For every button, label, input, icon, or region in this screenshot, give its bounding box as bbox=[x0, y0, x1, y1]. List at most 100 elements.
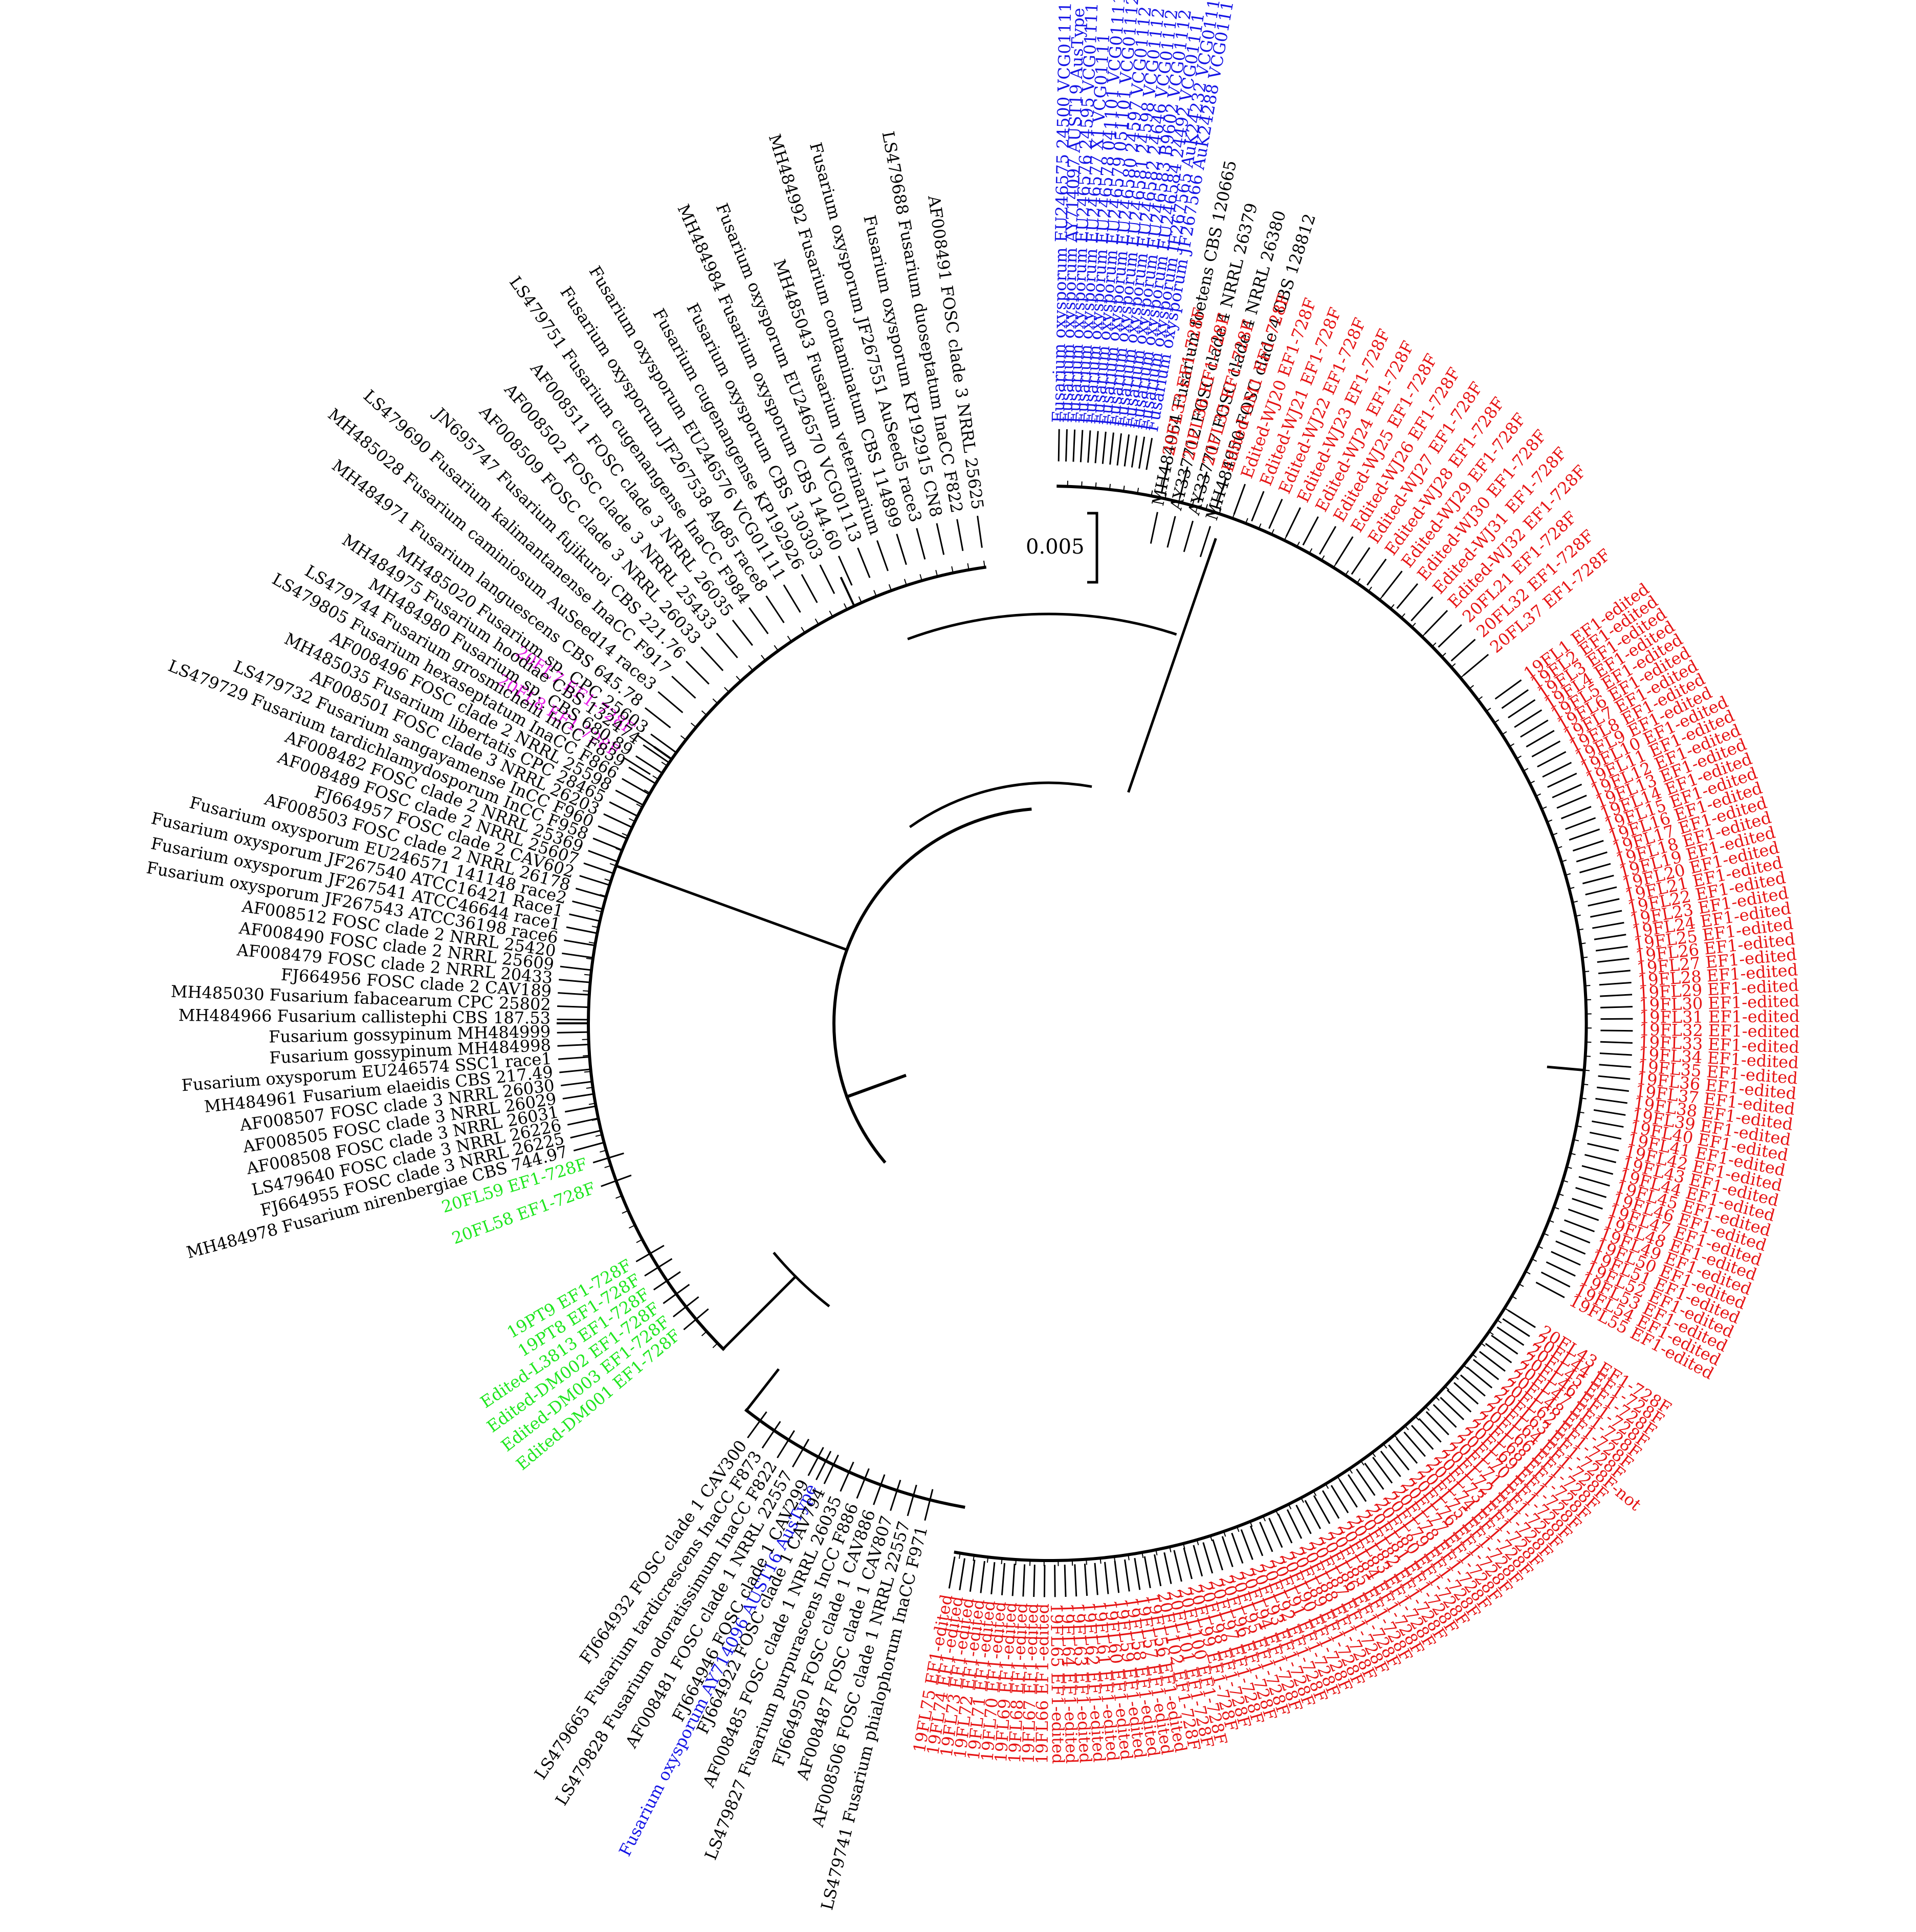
tip-branch bbox=[1547, 773, 1577, 788]
tip-branch bbox=[1584, 1154, 1617, 1163]
internal-node-tick bbox=[600, 1149, 607, 1153]
tip-branch bbox=[1501, 689, 1529, 709]
tip-branch bbox=[1565, 817, 1596, 830]
tip-branch bbox=[1197, 471, 1208, 503]
tip-branch bbox=[622, 756, 651, 775]
internal-node-tick bbox=[1151, 490, 1153, 497]
tip-branch bbox=[700, 646, 724, 671]
internal-node-tick bbox=[1453, 1375, 1459, 1380]
internal-node-tick bbox=[1578, 1111, 1584, 1114]
tip-branch bbox=[1595, 1097, 1627, 1104]
tip-branch bbox=[838, 556, 853, 586]
tip-branch bbox=[1560, 806, 1592, 820]
tip-branch bbox=[1249, 1525, 1264, 1556]
tip-branch bbox=[907, 1484, 917, 1517]
internal-node-tick bbox=[748, 665, 754, 672]
internal-node-tick bbox=[1209, 1535, 1213, 1542]
tip-branch bbox=[924, 1489, 934, 1521]
internal-node-tick bbox=[1086, 1558, 1087, 1565]
internal-node-tick bbox=[1511, 1295, 1517, 1300]
tip-branch bbox=[558, 992, 590, 996]
tip-branch bbox=[1450, 639, 1476, 662]
tip-branch bbox=[583, 862, 614, 874]
internal-node-tick bbox=[1580, 1097, 1587, 1100]
internal-node-tick bbox=[1561, 1179, 1568, 1183]
internal-node-tick bbox=[661, 1280, 668, 1285]
internal-node-tick bbox=[636, 1239, 643, 1243]
internal-node-tick bbox=[1312, 1490, 1317, 1496]
tip-branch bbox=[559, 979, 591, 983]
internal-node-tick bbox=[1508, 743, 1514, 748]
tip-branch bbox=[1335, 536, 1354, 565]
tip-branch bbox=[1572, 840, 1604, 852]
tip-branch bbox=[1154, 1554, 1162, 1587]
internal-node-tick bbox=[1421, 632, 1426, 638]
internal-node-tick bbox=[690, 722, 697, 728]
tip-branch bbox=[564, 1105, 597, 1113]
internal-node-tick bbox=[622, 832, 629, 837]
tip-branch bbox=[1330, 1485, 1349, 1513]
tip-branch bbox=[561, 1081, 593, 1087]
tip-branch bbox=[761, 1421, 781, 1449]
subclade-arc bbox=[773, 1252, 830, 1308]
internal-node-tick bbox=[1378, 595, 1384, 601]
internal-node-tick bbox=[1501, 731, 1507, 736]
red-bottom-label: 19FL64 EF1-edited bbox=[1058, 1603, 1082, 1764]
internal-node-tick bbox=[1569, 1152, 1576, 1155]
tip-branch bbox=[1582, 874, 1614, 885]
tip-branch bbox=[1569, 828, 1600, 841]
inner-arc-2 bbox=[909, 781, 1092, 828]
tip-branch bbox=[1507, 1309, 1536, 1328]
tip-branch bbox=[1600, 1029, 1633, 1032]
tip-branch bbox=[1575, 1187, 1607, 1198]
tip-branch bbox=[748, 607, 769, 634]
tip-branch bbox=[1526, 730, 1555, 748]
tip-branch bbox=[1065, 429, 1068, 462]
tip-branch bbox=[916, 528, 926, 560]
tip-branch bbox=[1372, 1457, 1393, 1484]
tip-branch bbox=[573, 1141, 605, 1152]
internal-node-tick bbox=[1411, 623, 1416, 628]
tip-branch bbox=[1514, 709, 1543, 728]
tip-branch bbox=[1592, 1120, 1624, 1128]
internal-node-tick bbox=[967, 563, 970, 570]
tip-branch bbox=[856, 1468, 870, 1499]
internal-node-tick bbox=[1557, 1193, 1564, 1196]
internal-node-tick bbox=[591, 926, 599, 929]
tip-branch bbox=[1598, 1075, 1631, 1080]
tip-branch bbox=[1116, 433, 1122, 466]
tip-branch bbox=[1595, 946, 1628, 952]
tree-branches bbox=[557, 429, 1633, 1597]
tip-branch bbox=[956, 519, 964, 551]
clade-stem bbox=[614, 864, 849, 952]
tip-branch bbox=[1590, 910, 1622, 918]
internal-node-tick bbox=[1560, 860, 1567, 863]
tip-branch bbox=[1268, 1518, 1283, 1548]
tip-branch bbox=[1564, 1219, 1595, 1233]
internal-node-tick bbox=[595, 1134, 603, 1137]
red-bottom-label: 19FL65 EF1-edited bbox=[1047, 1604, 1068, 1764]
tip-branch bbox=[791, 1439, 810, 1468]
internal-node-tick bbox=[1296, 541, 1300, 547]
tip-branch bbox=[1150, 512, 1158, 544]
tip-branch bbox=[1286, 1509, 1303, 1539]
internal-node-tick bbox=[1137, 488, 1139, 494]
tip-branch bbox=[1597, 1086, 1629, 1092]
tip-branch bbox=[1251, 491, 1265, 522]
internal-node-tick bbox=[1556, 846, 1562, 849]
tip-branch bbox=[635, 755, 664, 775]
tip-branch bbox=[1339, 1479, 1358, 1508]
internal-node-tick bbox=[1336, 1476, 1341, 1482]
tip-branch bbox=[592, 838, 624, 851]
internal-node-tick bbox=[858, 596, 863, 604]
scale-bar-line bbox=[1087, 512, 1098, 584]
tip-branch bbox=[609, 801, 639, 818]
tip-branch bbox=[628, 766, 657, 785]
tip-branch bbox=[1138, 436, 1146, 469]
internal-node-tick bbox=[586, 1087, 593, 1089]
tip-branch bbox=[557, 1043, 590, 1047]
internal-node-tick bbox=[652, 1266, 659, 1271]
internal-node-tick bbox=[644, 1253, 651, 1258]
tip-branch bbox=[603, 813, 633, 829]
internal-node-tick bbox=[983, 560, 985, 568]
